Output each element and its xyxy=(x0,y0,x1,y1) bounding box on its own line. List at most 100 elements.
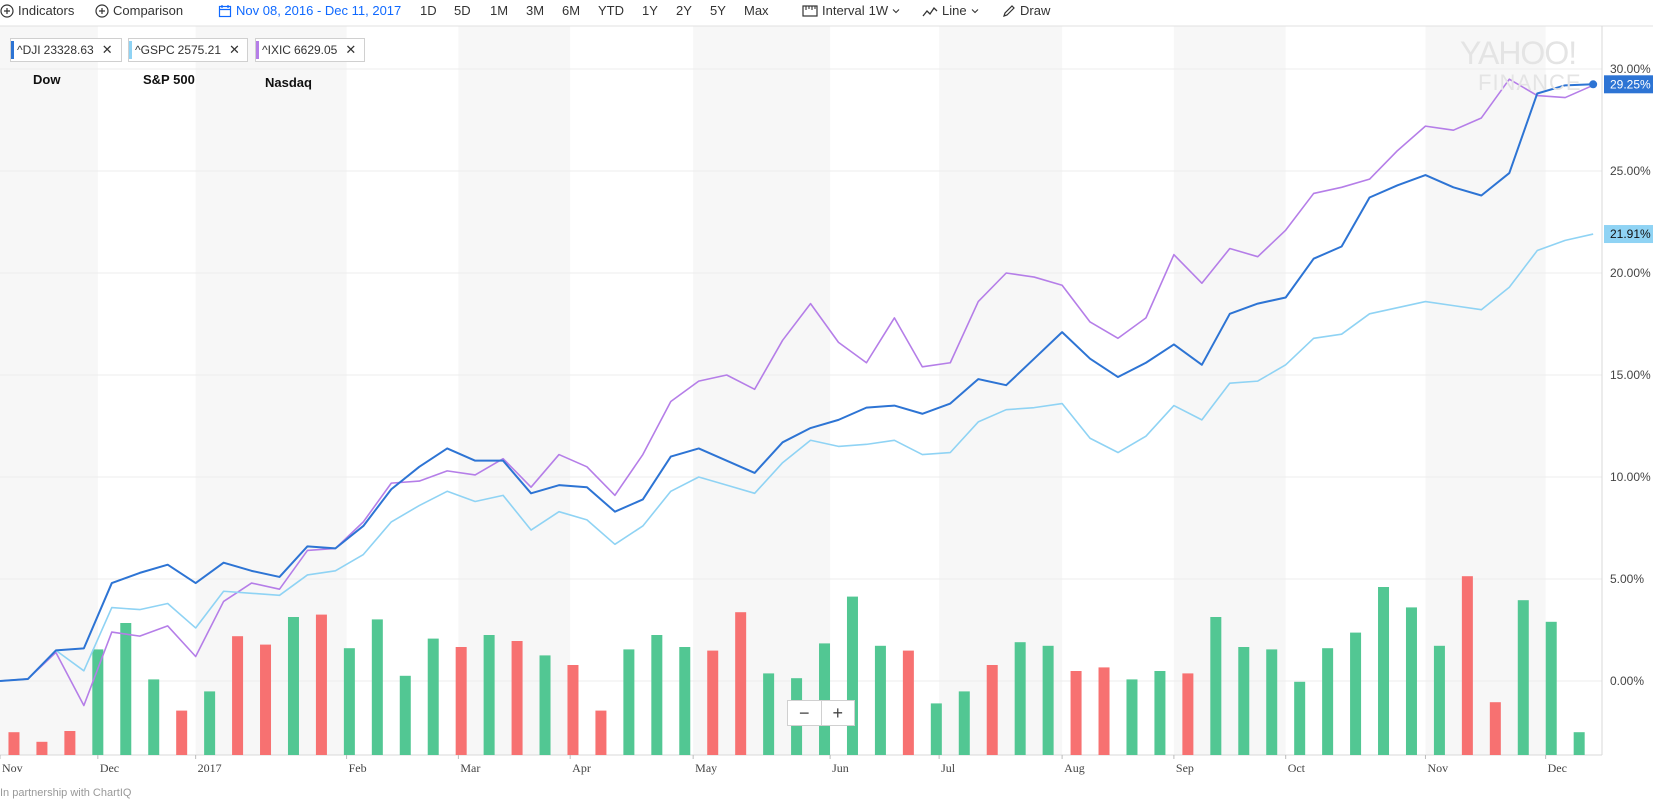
comparison-button[interactable]: Comparison xyxy=(95,3,183,18)
y-tick-label: 20.00% xyxy=(1610,266,1651,280)
interval-value: 1W xyxy=(868,3,889,18)
volume-bar xyxy=(176,710,188,755)
month-band xyxy=(458,26,571,755)
volume-bar xyxy=(148,679,160,755)
x-tick-label: Jun xyxy=(832,761,849,775)
volume-bar xyxy=(651,635,663,755)
volume-bar xyxy=(204,691,216,755)
volume-bar xyxy=(819,643,831,755)
interval-dropdown[interactable]: Interval 1W xyxy=(802,3,900,18)
chevron-down-icon xyxy=(892,7,900,15)
volume-bar xyxy=(1573,732,1585,755)
date-range-picker[interactable]: Nov 08, 2016 - Dec 11, 2017 xyxy=(218,3,401,18)
last-value-badges: 29.25% 21.91% xyxy=(1604,75,1653,244)
chevron-down-icon xyxy=(971,7,979,15)
volume-bar xyxy=(707,650,719,755)
volume-bar xyxy=(846,596,858,755)
series-lines xyxy=(0,78,1598,707)
range-button-5d[interactable]: 5D xyxy=(454,3,471,18)
x-tick-label: Sep xyxy=(1176,761,1194,775)
ruler-icon xyxy=(802,4,818,18)
volume-bar xyxy=(120,623,132,755)
volume-bar xyxy=(427,638,439,755)
series-color-swatch xyxy=(256,41,259,59)
zoom-controls: − + xyxy=(787,700,855,726)
range-button-max[interactable]: Max xyxy=(744,3,769,18)
range-label: 2Y xyxy=(676,3,692,18)
volume-bar xyxy=(1294,681,1306,755)
y-tick-label: 5.00% xyxy=(1610,572,1644,586)
symbol-chip-ixic[interactable]: ^IXIC 6629.05 ✕ xyxy=(255,38,365,62)
indicators-button[interactable]: Indicators xyxy=(0,3,74,18)
symbol-chip-gspc[interactable]: ^GSPC 2575.21 ✕ xyxy=(128,38,248,62)
watermark-line2: FINANCE xyxy=(1478,70,1582,95)
y-tick-label: 0.00% xyxy=(1610,674,1644,688)
volume-bar xyxy=(902,650,914,755)
volume-bar xyxy=(986,665,998,755)
volume-bar xyxy=(232,636,244,755)
volume-bar xyxy=(735,612,747,755)
dow-label: Dow xyxy=(33,72,61,87)
volume-bar xyxy=(260,644,272,755)
symbol-chip-dji[interactable]: ^DJI 23328.63 ✕ xyxy=(10,38,122,62)
volume-bar xyxy=(958,691,970,755)
month-band xyxy=(939,26,1063,755)
y-tick-label: 25.00% xyxy=(1610,164,1651,178)
volume-bar xyxy=(763,673,775,755)
volume-bar xyxy=(539,655,551,755)
chart-type-dropdown[interactable]: Line xyxy=(922,3,979,18)
volume-bar xyxy=(92,649,104,755)
range-button-2y[interactable]: 2Y xyxy=(676,3,692,18)
volume-bar xyxy=(1433,645,1445,755)
plus-circle-icon xyxy=(0,3,14,18)
draw-label: Draw xyxy=(1020,3,1051,18)
close-icon[interactable]: ✕ xyxy=(101,42,113,57)
month-band xyxy=(0,26,98,755)
range-button-6m[interactable]: 6M xyxy=(562,3,580,18)
volume-bar xyxy=(399,675,411,755)
last-value-badge xyxy=(1604,225,1653,244)
volume-bar xyxy=(679,647,691,755)
chip-price: 6629.05 xyxy=(293,43,338,57)
range-label: 1D xyxy=(420,3,437,18)
volume-bar xyxy=(930,703,942,755)
volume-bar xyxy=(874,645,886,755)
zoom-in-button[interactable]: + xyxy=(832,702,843,723)
x-tick-label: May xyxy=(695,761,717,775)
line-chart-icon xyxy=(922,4,938,18)
volume-bar xyxy=(1210,617,1222,755)
range-label: 1Y xyxy=(642,3,658,18)
volume-bar xyxy=(1182,673,1194,755)
sp500-label: S&P 500 xyxy=(143,72,195,87)
indicators-label: Indicators xyxy=(18,3,75,18)
interval-label: Interval xyxy=(822,3,865,18)
range-button-ytd[interactable]: YTD xyxy=(598,3,624,18)
range-button-1d[interactable]: 1D xyxy=(420,3,437,18)
close-icon[interactable]: ✕ xyxy=(345,42,357,57)
range-button-1m[interactable]: 1M xyxy=(490,3,508,18)
close-icon[interactable]: ✕ xyxy=(229,42,240,57)
volume-bar xyxy=(511,641,523,755)
x-tick-label: Aug xyxy=(1064,761,1085,775)
volume-bar xyxy=(1238,647,1250,755)
y-tick-label: 15.00% xyxy=(1610,368,1651,382)
range-label: Max xyxy=(744,3,769,18)
x-axis: Nov Dec 2017 Feb Mar Apr May Jun Jul Aug Sep Oct Nov… xyxy=(0,755,1567,775)
pencil-icon xyxy=(1002,4,1016,18)
chip-price: 23328.63 xyxy=(43,43,94,57)
series-line-ixic xyxy=(0,78,1594,707)
date-range-label: Nov 08, 2016 - Dec 11, 2017 xyxy=(236,3,402,18)
last-value-text: 29.25% xyxy=(1610,77,1651,91)
series-color-swatch xyxy=(129,41,132,59)
draw-button[interactable]: Draw xyxy=(1002,3,1050,18)
calendar-icon xyxy=(218,4,232,18)
range-button-3m[interactable]: 3M xyxy=(526,3,544,18)
x-tick-label: 2017 xyxy=(198,761,222,775)
chip-price: 2575.21 xyxy=(177,43,222,57)
range-button-5y[interactable]: 5Y xyxy=(710,3,726,18)
chip-ticker: ^GSPC xyxy=(135,43,175,57)
zoom-out-button[interactable]: − xyxy=(788,701,822,725)
volume-bar xyxy=(371,619,383,755)
range-button-1y[interactable]: 1Y xyxy=(642,3,658,18)
